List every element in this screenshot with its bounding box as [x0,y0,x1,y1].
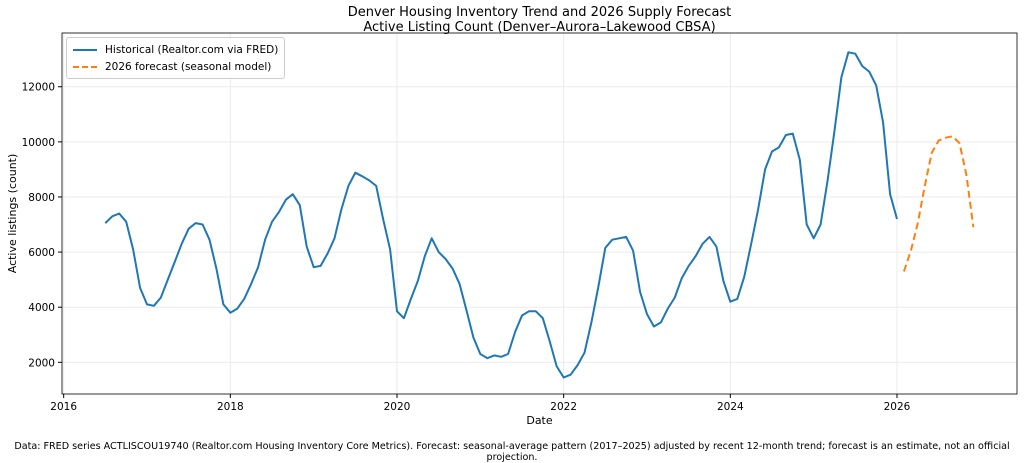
y-tick-label: 8000 [28,192,55,204]
plot-frame [61,32,1018,395]
legend-item-historical: Historical (Realtor.com via FRED) [73,41,278,58]
footer-note: Data: FRED series ACTLISCOU19740 (Realto… [14,441,1010,463]
x-tick-label: 2022 [550,401,577,413]
y-tick-label: 6000 [28,247,55,259]
forecast-series-line [902,135,975,272]
legend-label-historical: Historical (Realtor.com via FRED) [105,43,279,56]
legend-swatch-forecast [73,65,97,68]
x-tick-label: 2026 [884,401,911,413]
x-tick-label: 2016 [50,401,77,413]
legend-label-forecast: 2026 forecast (seasonal model) [105,60,272,73]
legend-swatch-historical [73,48,97,51]
y-tick-label: 10000 [22,137,55,149]
y-tick-label: 2000 [28,357,55,369]
x-axis-label: Date [526,414,553,427]
legend-item-forecast: 2026 forecast (seasonal model) [73,58,278,75]
chart-title: Denver Housing Inventory Trend and 2026 … [347,5,732,20]
y-tick-label: 12000 [22,82,55,94]
x-tick-label: 2024 [717,401,744,413]
chart-subtitle: Active Listing Count (Denver–Aurora–Lake… [363,20,716,35]
x-tick-label: 2018 [217,401,244,413]
x-tick-label: 2020 [384,401,411,413]
legend: Historical (Realtor.com via FRED) 2026 f… [66,37,286,79]
historical-series-line [104,51,898,379]
y-axis-label: Active listings (count) [6,154,19,274]
y-tick-label: 4000 [28,302,55,314]
